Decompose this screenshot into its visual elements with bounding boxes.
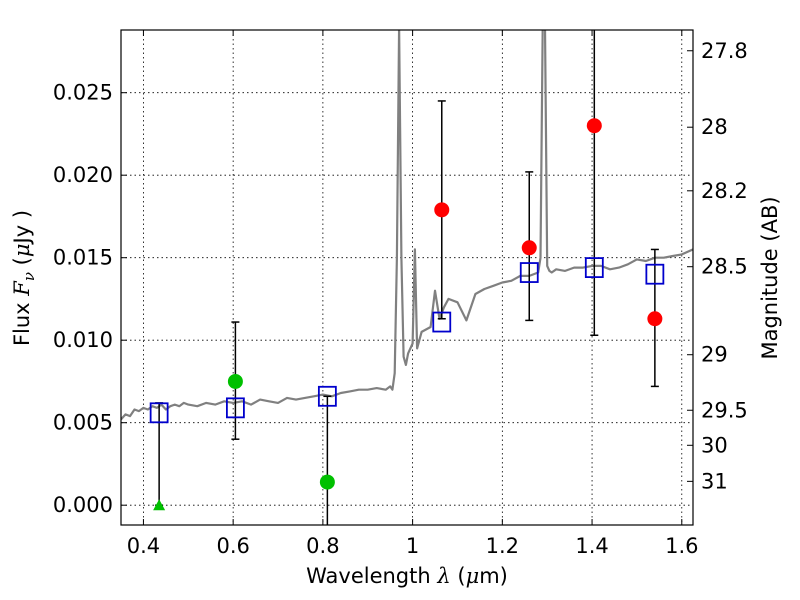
detection-point xyxy=(521,240,537,256)
y-tick-label: 0.020 xyxy=(53,163,113,187)
y2-tick-label: 30 xyxy=(701,433,728,457)
y2-axis-label: Magnitude (AB) xyxy=(758,196,782,359)
y2-tick-label: 28.5 xyxy=(701,255,748,279)
y2-tick-label: 29.5 xyxy=(701,398,748,422)
y-tick-label: 0.005 xyxy=(53,411,113,435)
model-photometry-square xyxy=(432,311,452,333)
x-tick-label: 1 xyxy=(406,534,419,558)
x-tick-label: 1.4 xyxy=(575,534,608,558)
detection-point xyxy=(647,311,663,327)
grid xyxy=(121,30,693,525)
low-sn-point xyxy=(319,474,335,490)
low-sn-point xyxy=(227,373,243,389)
model-photometry-square xyxy=(584,257,604,279)
model-photometry-square xyxy=(519,262,539,283)
y2-tick-label: 27.8 xyxy=(701,39,748,63)
x-tick-label: 0.4 xyxy=(127,534,160,558)
y-tick-label: 0.000 xyxy=(53,493,113,517)
model-spectrum-line xyxy=(121,30,693,421)
y2-tick-label: 28.2 xyxy=(701,179,748,203)
y-tick-label: 0.015 xyxy=(53,246,113,270)
y2-tick-label: 28 xyxy=(701,115,728,139)
model-photometry-square xyxy=(225,397,245,419)
y-axis-label: Flux Fν (μJy ) xyxy=(10,210,38,346)
model-photometry-square xyxy=(317,385,337,407)
model-photometry-square xyxy=(149,402,169,424)
plot-background xyxy=(121,30,693,525)
model-photometry-square xyxy=(645,263,665,285)
y-axis: 0.000 0.005 0.010 0.015 0.020 0.025 xyxy=(53,81,127,517)
y2-tick-label: 31 xyxy=(701,469,728,493)
x-axis: 0.4 0.6 0.8 1 1.2 1.4 1.6 xyxy=(127,30,698,558)
detection-point xyxy=(586,118,602,134)
y2-tick-label: 29 xyxy=(701,343,728,367)
upper-limit-marker xyxy=(153,499,166,511)
y2-axis: 27.8 28 28.2 28.5 29 29.5 30 31 xyxy=(687,39,748,493)
x-tick-label: 1.6 xyxy=(665,534,698,558)
x-tick-label: 0.8 xyxy=(306,534,339,558)
y-tick-label: 0.025 xyxy=(53,81,113,105)
spectrum-layer xyxy=(121,30,693,421)
detection-point xyxy=(434,202,450,218)
x-tick-label: 0.6 xyxy=(216,534,249,558)
y-tick-label: 0.010 xyxy=(53,328,113,352)
marker-layer xyxy=(149,118,665,511)
plot-frame xyxy=(120,29,694,526)
x-axis-label: Wavelength λ (μm) xyxy=(306,564,508,588)
x-tick-label: 1.2 xyxy=(486,534,519,558)
